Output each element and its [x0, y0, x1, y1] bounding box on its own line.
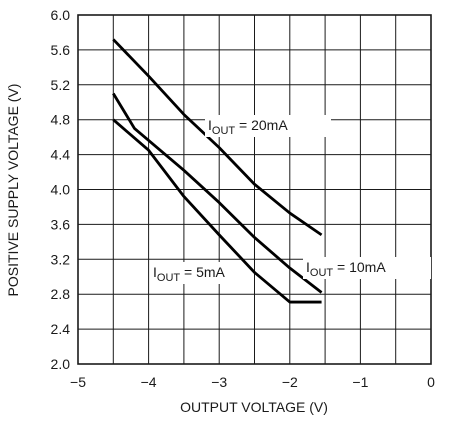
series-label: IOUT = 10mA — [306, 259, 386, 279]
y-tick-label: 3.6 — [51, 216, 71, 232]
y-tick-label: 4.0 — [51, 182, 71, 198]
x-tick-label: −2 — [282, 374, 298, 390]
y-tick-label: 3.2 — [51, 251, 71, 267]
x-tick-label: −5 — [70, 374, 86, 390]
x-axis-label: OUTPUT VOLTAGE (V) — [180, 399, 328, 415]
x-tick-label: 0 — [427, 374, 435, 390]
y-tick-label: 2.4 — [51, 321, 71, 337]
series-label-background — [205, 115, 331, 137]
x-tick-label: −1 — [352, 374, 368, 390]
series-labels-layer: IOUT = 20mA IOUT = 10mA IOUT = 5mA — [150, 115, 431, 284]
series-label-background — [303, 257, 431, 279]
plot-frame — [77, 14, 432, 365]
series-line — [112, 38, 323, 237]
series-label: IOUT = 5mA — [153, 264, 226, 284]
y-tick-label: 5.2 — [51, 77, 71, 93]
x-tick-label: −3 — [211, 374, 227, 390]
series-label-background — [150, 262, 240, 284]
y-tick-label: 2.8 — [51, 286, 71, 302]
y-tick-label: 5.6 — [51, 42, 71, 58]
curves-layer — [112, 38, 323, 304]
series-line — [112, 118, 322, 304]
grid-layer — [77, 14, 432, 365]
ticks-layer: −5 −4 −3 −2 −1 0 2.0 2.4 2.8 3.2 3.6 4.0 4.4 4.8 5.2 5.… — [51, 7, 436, 390]
y-axis-label: POSITIVE SUPPLY VOLTAGE (V) — [5, 84, 21, 297]
y-tick-label: 4.8 — [51, 112, 71, 128]
y-tick-label: 6.0 — [51, 7, 71, 23]
x-tick-label: −4 — [141, 374, 157, 390]
y-tick-label: 4.4 — [51, 147, 71, 163]
y-tick-label: 2.0 — [51, 356, 71, 372]
series-line — [112, 92, 323, 294]
series-label: IOUT = 20mA — [208, 117, 288, 137]
